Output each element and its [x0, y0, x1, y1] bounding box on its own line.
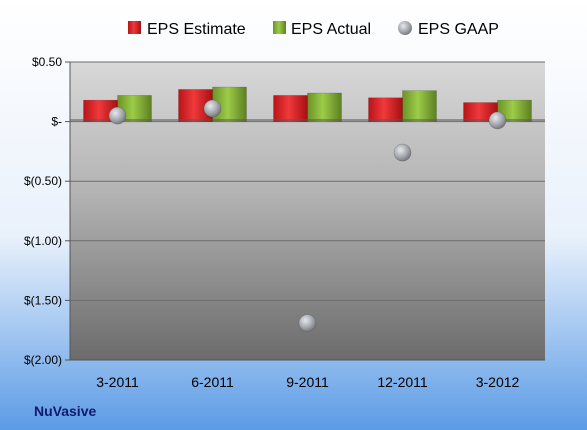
point-eps-gaap	[393, 143, 412, 162]
legend-label-gaap: EPS GAAP	[418, 21, 499, 38]
y-axis: $0.50 $- $(0.50) $(1.00) $(1.50) $(2.00)	[24, 55, 71, 367]
bar-eps-actual	[402, 90, 437, 122]
legend-item-gaap: EPS GAAP	[398, 21, 499, 38]
y-tick-label: $(1.50)	[24, 293, 62, 307]
x-axis: 3-2011 6-2011 9-2011 12-2011 3-2012	[70, 359, 545, 390]
company-label: NuVasive	[34, 403, 96, 419]
point-eps-gaap	[488, 111, 507, 130]
legend-swatch-gaap	[398, 21, 412, 35]
y-tick-label: $(1.00)	[24, 234, 62, 248]
bar-eps-estimate	[273, 95, 308, 122]
y-tick-label: $(0.50)	[24, 174, 62, 188]
x-tick-label: 3-2011	[96, 374, 139, 390]
x-tick-label: 3-2012	[476, 374, 520, 390]
legend-swatch-estimate	[128, 21, 141, 34]
legend-label-actual: EPS Actual	[291, 21, 371, 38]
y-tick-label: $-	[51, 115, 62, 129]
gaap-points	[108, 99, 507, 332]
point-eps-gaap	[108, 106, 127, 125]
bar-eps-actual	[307, 92, 342, 122]
legend-label-estimate: EPS Estimate	[147, 21, 246, 38]
legend-swatch-actual	[273, 21, 286, 34]
point-eps-gaap	[203, 99, 222, 118]
legend: EPS Estimate EPS Actual EPS GAAP	[128, 21, 499, 38]
x-tick-label: 12-2011	[377, 374, 428, 390]
bar-eps-estimate	[368, 97, 403, 122]
x-tick-label: 9-2011	[286, 374, 329, 390]
y-tick-label: $0.50	[32, 55, 62, 69]
point-eps-gaap	[298, 314, 317, 332]
legend-item-actual: EPS Actual	[273, 21, 371, 38]
bar-eps-actual	[497, 99, 532, 122]
x-tick-label: 6-2011	[191, 374, 234, 390]
y-tick-label: $(2.00)	[24, 353, 62, 367]
legend-item-estimate: EPS Estimate	[128, 21, 246, 38]
bars	[83, 86, 532, 122]
